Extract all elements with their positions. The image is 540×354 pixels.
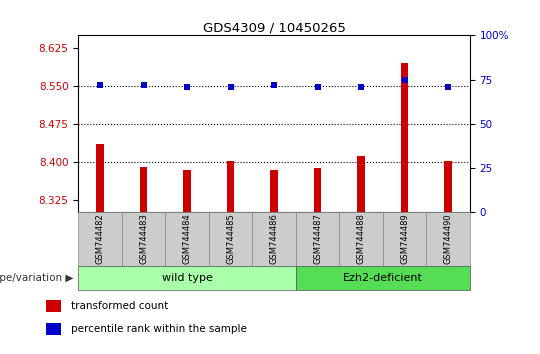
Bar	[296, 212, 339, 266]
Text: wild type: wild type	[161, 273, 212, 283]
Bar	[227, 161, 234, 212]
Bar	[183, 170, 191, 212]
Text: GSM744483: GSM744483	[139, 213, 148, 264]
Bar	[401, 63, 408, 212]
Bar	[96, 144, 104, 212]
Bar	[296, 266, 470, 290]
Text: GSM744482: GSM744482	[96, 213, 105, 264]
Bar	[140, 167, 147, 212]
Bar	[383, 212, 426, 266]
Text: GSM744487: GSM744487	[313, 213, 322, 264]
Bar	[46, 300, 61, 312]
Text: genotype/variation ▶: genotype/variation ▶	[0, 273, 73, 283]
Bar	[339, 212, 383, 266]
Text: GSM744486: GSM744486	[269, 213, 279, 264]
Text: GSM744490: GSM744490	[443, 213, 453, 264]
Bar	[122, 212, 165, 266]
Bar	[270, 170, 278, 212]
Text: GSM744485: GSM744485	[226, 213, 235, 264]
Bar	[209, 212, 252, 266]
Bar	[78, 212, 122, 266]
Text: Ezh2-deficient: Ezh2-deficient	[343, 273, 423, 283]
Text: GSM744484: GSM744484	[183, 213, 192, 264]
Bar	[444, 161, 452, 212]
Text: percentile rank within the sample: percentile rank within the sample	[71, 324, 247, 334]
Bar	[78, 266, 296, 290]
Title: GDS4309 / 10450265: GDS4309 / 10450265	[202, 21, 346, 34]
Bar	[357, 156, 365, 212]
Text: GSM744488: GSM744488	[356, 213, 366, 264]
Bar	[165, 212, 209, 266]
Bar	[426, 212, 470, 266]
Bar	[252, 212, 296, 266]
Text: transformed count: transformed count	[71, 301, 168, 311]
Bar	[46, 323, 61, 335]
Text: GSM744489: GSM744489	[400, 213, 409, 264]
Bar	[314, 168, 321, 212]
